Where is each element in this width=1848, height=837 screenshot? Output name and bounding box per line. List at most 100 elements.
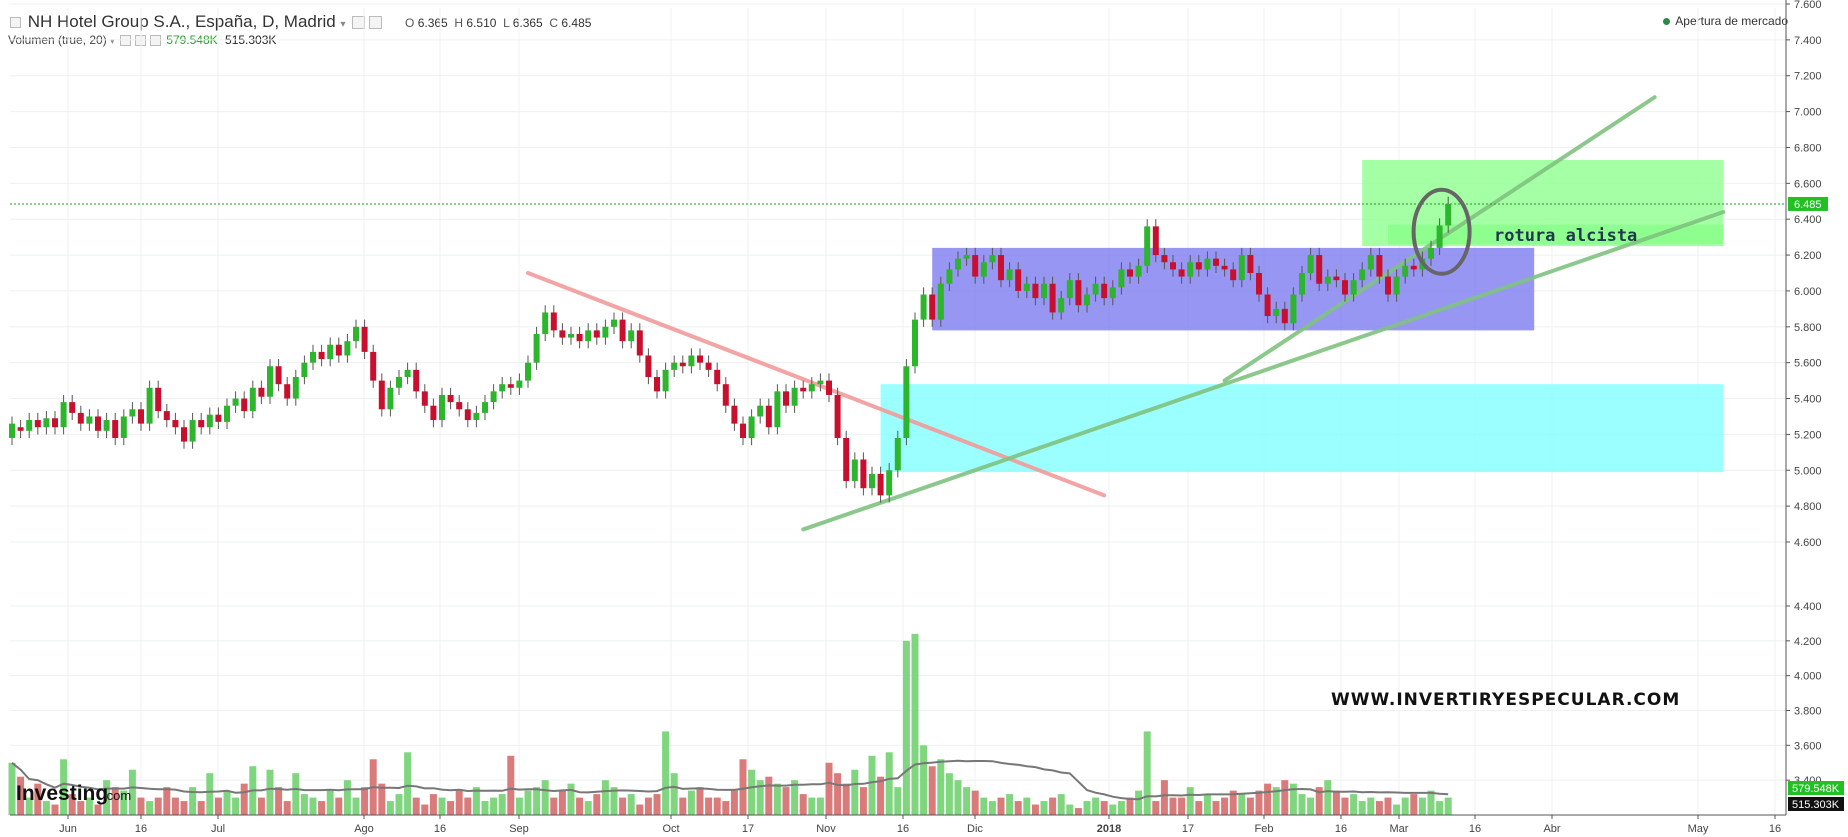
volume-bar[interactable] <box>1074 808 1082 815</box>
volume-bar[interactable] <box>154 797 162 815</box>
candle-body[interactable] <box>1221 265 1228 270</box>
volume-bar[interactable] <box>1238 794 1246 815</box>
candle-body[interactable] <box>774 391 781 428</box>
volume-bar[interactable] <box>1255 790 1263 815</box>
candle-body[interactable] <box>396 377 402 388</box>
volume-bar[interactable] <box>25 797 33 815</box>
volume-bar[interactable] <box>601 780 609 815</box>
volume-bar[interactable] <box>1049 797 1057 815</box>
candle-body[interactable] <box>972 255 979 277</box>
volume-bar[interactable] <box>1358 801 1366 815</box>
candle-body[interactable] <box>69 402 76 413</box>
candle-body[interactable] <box>267 366 273 397</box>
candle-body[interactable] <box>1032 283 1039 299</box>
candle-body[interactable] <box>1152 226 1159 256</box>
volume-bar[interactable] <box>928 766 936 815</box>
candle-body[interactable] <box>1170 262 1176 270</box>
candle-body[interactable] <box>17 427 24 431</box>
volume-bar[interactable] <box>722 801 730 815</box>
candle-body[interactable] <box>1385 276 1391 295</box>
volume-bar[interactable] <box>94 804 102 815</box>
candle-body[interactable] <box>765 405 772 428</box>
candle-body[interactable] <box>903 366 910 438</box>
volume-bar[interactable] <box>980 797 988 815</box>
volume-bar[interactable] <box>748 769 756 815</box>
volume-bar[interactable] <box>636 804 644 815</box>
candle-body[interactable] <box>826 380 832 395</box>
volume-bar[interactable] <box>713 797 721 815</box>
candle-body[interactable] <box>714 369 721 385</box>
volume-bar[interactable] <box>481 801 489 815</box>
volume-bar[interactable] <box>567 783 575 815</box>
candle-body[interactable] <box>1273 308 1280 317</box>
volume-bar[interactable] <box>1066 804 1074 815</box>
volume-bar[interactable] <box>1264 783 1272 815</box>
close-icon[interactable] <box>149 35 161 47</box>
candle-body[interactable] <box>507 384 514 388</box>
candle-body[interactable] <box>602 326 609 338</box>
candle-body[interactable] <box>989 255 996 263</box>
candle-body[interactable] <box>1230 269 1237 281</box>
candle-body[interactable] <box>748 416 755 438</box>
volume-bar[interactable] <box>68 794 76 815</box>
candle-body[interactable] <box>310 351 316 363</box>
candle-body[interactable] <box>361 326 368 352</box>
candle-body[interactable] <box>920 294 927 320</box>
candle-body[interactable] <box>1316 255 1323 284</box>
volume-bar[interactable] <box>447 801 455 815</box>
volume-bar[interactable] <box>705 797 713 815</box>
volume-bar[interactable] <box>610 787 618 815</box>
candle-body[interactable] <box>1213 258 1219 266</box>
candle-body[interactable] <box>628 330 635 342</box>
volume-bar[interactable] <box>644 797 652 815</box>
candle-body[interactable] <box>413 369 420 392</box>
candle-body[interactable] <box>1066 280 1073 299</box>
candle-body[interactable] <box>404 369 411 378</box>
volume-bar[interactable] <box>111 787 119 815</box>
volume-bar[interactable] <box>1083 801 1091 815</box>
volume-bar[interactable] <box>1160 780 1168 815</box>
volume-bar[interactable] <box>730 790 738 815</box>
volume-bar[interactable] <box>438 797 446 815</box>
candle-body[interactable] <box>1402 265 1409 277</box>
candle-body[interactable] <box>464 409 471 421</box>
volume-bar[interactable] <box>662 731 670 815</box>
candle-body[interactable] <box>378 380 385 410</box>
volume-bar[interactable] <box>756 780 764 815</box>
volume-bar[interactable] <box>1109 804 1117 815</box>
candle-body[interactable] <box>138 409 144 424</box>
candle-body[interactable] <box>275 366 282 385</box>
volume-bar[interactable] <box>885 752 893 815</box>
volume-bar[interactable] <box>395 794 403 815</box>
volume-bar[interactable] <box>1212 801 1220 815</box>
volume-bar[interactable] <box>472 787 480 815</box>
volume-bar[interactable] <box>361 787 369 815</box>
volume-bar[interactable] <box>507 755 515 815</box>
volume-bar[interactable] <box>1436 801 1444 815</box>
candle-body[interactable] <box>1135 265 1142 277</box>
candle-body[interactable] <box>129 409 136 417</box>
volume-bar[interactable] <box>1117 801 1125 815</box>
volume-bar[interactable] <box>42 801 50 815</box>
volume-bar[interactable] <box>687 790 695 815</box>
candle-body[interactable] <box>60 402 67 428</box>
candle-body[interactable] <box>619 319 626 342</box>
volume-bar[interactable] <box>799 794 807 815</box>
volume-bar[interactable] <box>283 801 291 815</box>
volume-bar[interactable] <box>1178 797 1186 815</box>
candle-body[interactable] <box>1092 283 1099 295</box>
settings-icon[interactable] <box>352 16 366 30</box>
candle-body[interactable] <box>52 418 58 428</box>
volume-bar[interactable] <box>137 797 145 815</box>
volume-bar[interactable] <box>515 797 523 815</box>
volume-bar[interactable] <box>103 780 111 815</box>
candle-body[interactable] <box>482 402 488 413</box>
volume-bar[interactable] <box>326 790 334 815</box>
volume-bar[interactable] <box>1427 790 1435 815</box>
candle-body[interactable] <box>877 473 884 496</box>
candle-body[interactable] <box>757 405 764 417</box>
candle-body[interactable] <box>894 437 901 471</box>
volume-bar[interactable] <box>627 794 635 815</box>
volume-bar[interactable] <box>1350 794 1358 815</box>
